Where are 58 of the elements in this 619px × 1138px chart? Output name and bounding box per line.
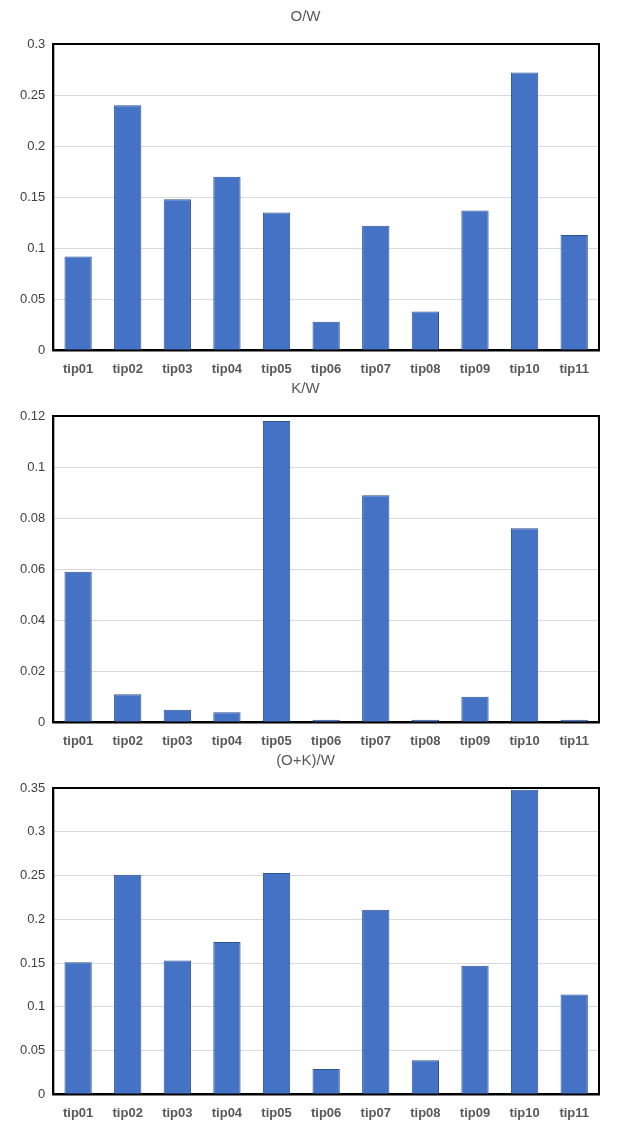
y-tick-label: 0.05 [19,290,46,306]
y-tick-label: 0 [38,713,46,729]
x-tick-label: tip03 [162,732,193,748]
x-tick-label: tip01 [62,1104,94,1120]
x-tick-label: tip11 [559,732,590,748]
x-tick-label: tip02 [112,360,143,376]
y-tick-label: 0.35 [19,779,46,795]
y-tick-label: 0.06 [19,560,46,576]
x-tick-label: tip07 [360,1104,391,1120]
x-tick-label: tip06 [310,1104,342,1120]
x-tick-label: tip07 [360,360,391,376]
x-tick-label: tip06 [310,732,342,748]
y-tick-label: 0.15 [19,954,46,970]
x-tick-label: tip04 [211,1104,243,1120]
x-tick-label: tip03 [162,1104,193,1120]
x-tick-label: tip10 [509,360,540,376]
x-tick-label: tip04 [211,360,243,376]
x-tick-label: tip06 [310,360,342,376]
x-tick-label: tip07 [360,732,391,748]
y-tick-label: 0.3 [27,35,46,51]
y-tick-label: 0.05 [19,1042,46,1058]
x-tick-label: tip11 [559,360,590,376]
x-tick-label: tip08 [410,1104,441,1120]
y-tick-label: 0 [38,1085,46,1101]
x-tick-label: tip09 [459,1104,491,1120]
y-tick-label: 0.2 [27,910,46,926]
x-tick-label: tip08 [410,732,441,748]
y-tick-label: 0.25 [19,86,46,102]
y-tick-label: 0.15 [19,188,46,204]
chart-title: K/W [291,379,321,397]
x-tick-label: tip04 [211,732,243,748]
y-tick-label: 0.08 [19,509,46,525]
y-tick-label: 0.02 [19,662,46,678]
x-tick-label: tip02 [112,732,143,748]
chart-title: (O+K)/W [276,751,336,769]
x-tick-label: tip01 [62,360,94,376]
y-tick-label: 0.1 [27,239,46,255]
x-tick-label: tip09 [459,360,491,376]
y-tick-label: 0.3 [27,823,46,839]
x-tick-label: tip05 [261,360,292,376]
y-tick-label: 0 [38,341,46,357]
y-tick-label: 0.04 [19,611,46,627]
y-tick-label: 0.1 [27,998,46,1014]
x-tick-label: tip02 [112,1104,143,1120]
chart-title: O/W [290,7,322,25]
y-tick-label: 0.12 [19,407,46,423]
x-tick-label: tip10 [509,732,540,748]
x-tick-label: tip10 [509,1104,540,1120]
x-tick-label: tip01 [62,732,94,748]
y-tick-label: 0.2 [27,137,46,153]
x-tick-label: tip11 [559,1104,590,1120]
x-tick-label: tip03 [162,360,193,376]
y-tick-label: 0.1 [27,458,46,474]
x-tick-label: tip08 [410,360,441,376]
x-tick-label: tip05 [261,1104,292,1120]
x-tick-label: tip05 [261,732,292,748]
x-tick-label: tip09 [459,732,491,748]
y-tick-label: 0.25 [19,867,46,883]
